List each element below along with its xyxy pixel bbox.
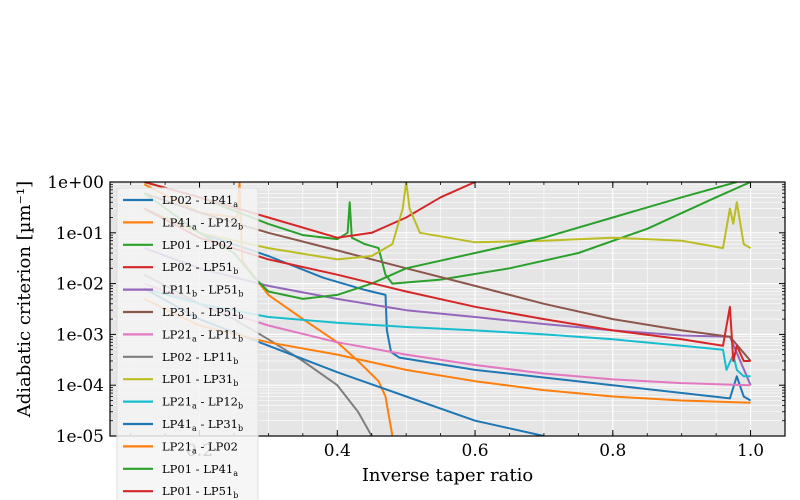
legend-entry: LP02 - LP51b xyxy=(162,260,238,276)
legend-entry: LP31b - LP51b xyxy=(162,305,243,321)
legend-entry: LP01 - LP41a xyxy=(162,462,238,478)
legend-entry: LP01 - LP31b xyxy=(162,372,238,388)
legend-entry: LP02 - LP11b xyxy=(162,350,238,366)
x-axis-label: Inverse taper ratio xyxy=(362,465,533,486)
legend-entry: LP11b - LP51b xyxy=(162,283,243,299)
legend-entry: LP41a - LP12b xyxy=(162,215,243,231)
legend-entry: LP02 - LP41a xyxy=(162,193,238,209)
legend-entry: LP01 - LP02 xyxy=(162,238,233,252)
legend-entry: LP21a - LP02 xyxy=(162,439,238,455)
y-tick-label: 1e-01 xyxy=(56,224,104,244)
series-line xyxy=(143,182,752,261)
x-tick-label: 0.6 xyxy=(462,441,489,461)
legend-entry: LP21a - LP11b xyxy=(162,327,243,343)
y-tick-label: 1e-05 xyxy=(56,427,104,447)
series-line xyxy=(144,287,751,378)
y-tick-label: 1e+00 xyxy=(47,173,104,193)
x-tick-label: 0.4 xyxy=(324,441,351,461)
series-line xyxy=(144,182,752,285)
legend: LP02 - LP41a LP41a - LP12b LP01 - LP02 LP02… xyxy=(116,187,259,500)
series-line xyxy=(143,207,751,362)
plot-frame xyxy=(109,181,786,437)
legend-box xyxy=(116,187,259,500)
y-tick-label: 1e-04 xyxy=(56,376,104,396)
y-axis-label: Adiabatic criterion [µm⁻¹] xyxy=(14,181,35,418)
x-tick-label: 1.0 xyxy=(737,441,764,461)
legend-entry: LP01 - LP51b xyxy=(162,484,238,500)
y-tick-label: 1e-03 xyxy=(56,325,104,345)
x-tick-label: 0.8 xyxy=(599,441,626,461)
legend-entry: LP21a - LP12b xyxy=(162,395,243,411)
legend-entry: LP41a - LP31b xyxy=(162,417,243,433)
y-tick-label: 1e-02 xyxy=(56,275,104,295)
